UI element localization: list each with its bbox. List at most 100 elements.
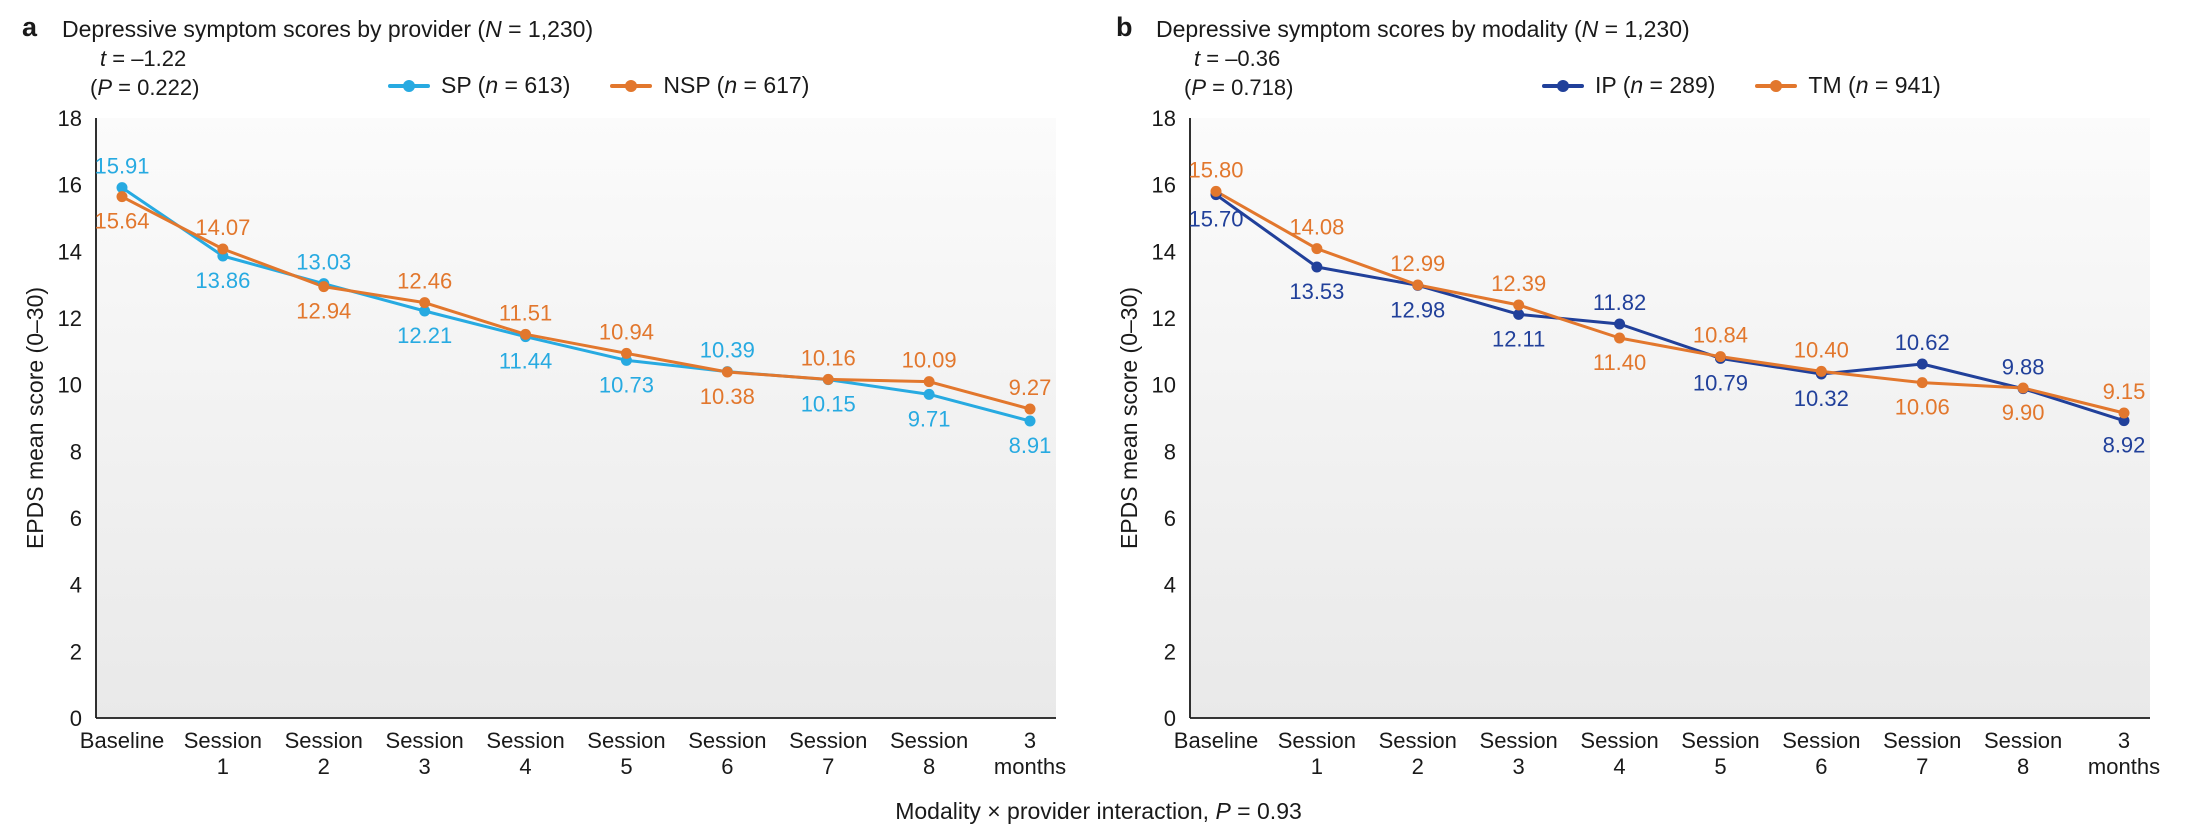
y-tick-label: 14 [1152, 239, 1176, 264]
x-tick-label: Session 1 [1278, 728, 1356, 779]
panel-title-text: Depressive symptom scores by provider ( [62, 16, 486, 42]
legend-n-symbol: n [1630, 72, 1644, 98]
figure-footer: Modality × provider interaction, P = 0.9… [0, 798, 2197, 825]
legend: IP (n = 289) TM (n = 941) [1542, 72, 1941, 99]
data-point-label: 12.98 [1390, 297, 1445, 322]
legend-n-symbol: n [485, 72, 499, 98]
legend-label: SP (n = 613) [441, 72, 570, 99]
x-tick-label: Session 1 [184, 728, 262, 779]
y-tick-label: 6 [1164, 506, 1176, 531]
line-marker-icon [1542, 79, 1584, 92]
data-point-marker [1513, 308, 1525, 320]
data-point-marker [116, 191, 128, 203]
panel-title-n-symbol: N [485, 16, 502, 42]
panel-title: Depressive symptom scores by modality (N… [1156, 16, 1690, 43]
legend-label-prefix: SP ( [441, 72, 486, 98]
p-value-text: = 0.718) [1206, 75, 1294, 101]
legend-label-prefix: TM ( [1808, 72, 1856, 98]
data-point-marker [1614, 332, 1626, 344]
t-value: = –0.36 [1200, 46, 1281, 71]
x-tick-label: Session 4 [1580, 728, 1658, 779]
data-point-label: 9.88 [2002, 355, 2045, 380]
x-tick-label: Session 7 [789, 728, 867, 779]
panel-title-suffix: = 1,230) [501, 16, 594, 42]
data-point-label: 12.39 [1491, 271, 1546, 296]
t-value: = –1.22 [106, 46, 187, 71]
footer-text: Modality × provider interaction, [895, 798, 1216, 824]
data-point-label: 12.21 [397, 323, 452, 348]
data-point-label: 11.44 [499, 349, 552, 374]
stats-annotation: t = –1.22 (P = 0.222) [90, 44, 199, 102]
data-point-label: 9.15 [2103, 379, 2146, 404]
x-tick-label: Session 2 [1379, 728, 1457, 779]
panel-title-n-symbol: N [1581, 16, 1599, 42]
data-point-label: 10.62 [1895, 330, 1950, 355]
panel-letter: a [22, 12, 38, 42]
data-point-label: 13.53 [1289, 279, 1344, 304]
data-point-label: 13.03 [296, 250, 351, 275]
line-marker-icon [1755, 79, 1798, 92]
data-point-label: 14.07 [195, 215, 250, 240]
y-tick-label: 12 [58, 306, 82, 331]
data-point-label: 9.27 [1009, 375, 1052, 400]
legend-label-prefix: IP ( [1595, 72, 1631, 98]
x-tick-label: Session 3 [1480, 728, 1558, 779]
data-point-label: 10.84 [1693, 323, 1748, 348]
legend-item-nsp: NSP (n = 617) [610, 72, 809, 99]
data-point-marker [318, 281, 330, 293]
legend-label-prefix: NSP ( [663, 72, 725, 98]
data-point-marker [620, 347, 632, 359]
x-tick-label: 3 months [2088, 728, 2160, 779]
data-point-label: 9.71 [908, 406, 951, 431]
y-tick-label: 0 [1164, 706, 1176, 731]
data-point-marker [1916, 358, 1928, 370]
data-point-label: 8.92 [2103, 433, 2146, 458]
x-tick-label: 3 months [994, 728, 1066, 779]
y-tick-label: 8 [70, 439, 82, 464]
data-point-label: 15.91 [94, 154, 149, 179]
data-point-label: 11.51 [499, 300, 552, 325]
p-open-paren: ( [1184, 75, 1192, 101]
p-value-text: = 0.222) [112, 75, 200, 101]
y-tick-label: 2 [70, 639, 82, 664]
data-point-marker [1311, 261, 1323, 273]
x-tick-label: Session 2 [285, 728, 363, 779]
t-statistic: t = –1.22 [90, 44, 199, 73]
data-point-label: 11.82 [1593, 290, 1646, 315]
x-tick-label: Session 4 [486, 728, 564, 779]
data-point-marker [217, 243, 229, 255]
data-point-marker [1916, 377, 1928, 389]
y-tick-label: 4 [70, 573, 82, 598]
data-point-label: 8.91 [1009, 433, 1052, 458]
data-point-marker [1815, 365, 1827, 377]
panel-title: Depressive symptom scores by provider (N… [62, 16, 593, 43]
data-point-marker [419, 305, 431, 317]
data-point-label: 10.32 [1794, 386, 1849, 411]
stats-annotation: t = –0.36 (P = 0.718) [1184, 44, 1293, 102]
chart-panel-b: 0 2 4 6 8 10 12 14 16 18 Baseline Session 1 Session 2 S… [1152, 106, 2160, 779]
data-point-label: 15.64 [94, 209, 149, 234]
data-point-marker [1412, 279, 1424, 291]
series-line-1 [120, 195, 1032, 411]
p-open-paren: ( [90, 75, 98, 101]
data-point-label: 12.94 [296, 299, 351, 324]
panel-title-text: Depressive symptom scores by modality ( [1156, 16, 1582, 42]
data-point-label: 14.08 [1289, 215, 1344, 240]
x-tick-label: Session 3 [386, 728, 464, 779]
legend: SP (n = 613) NSP (n = 617) [388, 72, 809, 99]
legend-label: IP (n = 289) [1595, 72, 1715, 99]
series-line-0 [1214, 193, 2126, 423]
plot-area [96, 118, 1056, 718]
legend-label-suffix: = 289) [1643, 72, 1716, 98]
y-tick-label: 18 [58, 106, 82, 131]
data-point-label: 10.38 [700, 384, 755, 409]
legend-n-symbol: n [1855, 72, 1869, 98]
data-point-label: 10.06 [1895, 395, 1950, 420]
y-tick-label: 16 [58, 173, 82, 198]
p-symbol: P [1191, 75, 1207, 101]
panel-b: b Depressive symptom scores by modality … [1100, 0, 2192, 800]
y-tick-label: 8 [1164, 439, 1176, 464]
y-tick-label: 12 [1152, 306, 1176, 331]
plot-area [1190, 118, 2150, 718]
t-statistic: t = –0.36 [1184, 44, 1293, 73]
